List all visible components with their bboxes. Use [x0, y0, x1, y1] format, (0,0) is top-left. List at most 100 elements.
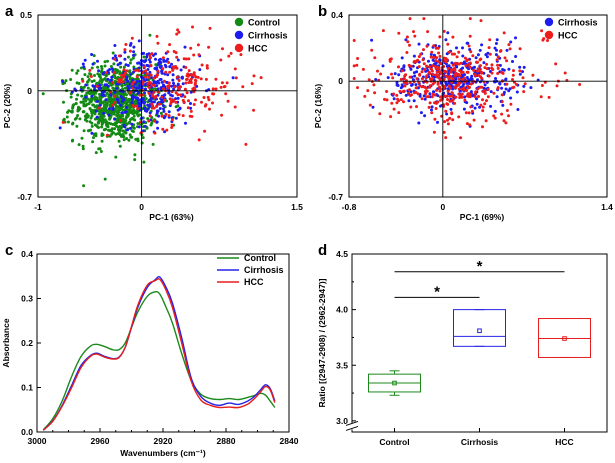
legend-label: Control: [244, 253, 276, 263]
data-point: [492, 91, 496, 95]
data-point: [124, 131, 128, 135]
data-point: [126, 64, 130, 67]
data-point: [112, 71, 116, 75]
data-point: [521, 76, 525, 80]
data-point: [203, 129, 207, 133]
data-point: [420, 70, 424, 74]
data-point: [487, 74, 491, 78]
data-point: [123, 50, 127, 54]
data-point: [177, 79, 181, 82]
data-point: [82, 85, 86, 89]
plot-frame: [351, 253, 608, 433]
data-point: [123, 48, 127, 52]
data-point: [446, 31, 450, 35]
data-point: [84, 83, 88, 87]
data-point: [539, 95, 543, 99]
data-point: [130, 82, 134, 86]
data-point: [367, 78, 371, 82]
data-point: [433, 117, 437, 121]
data-point: [125, 75, 129, 79]
data-point: [435, 88, 438, 92]
data-point: [474, 56, 478, 60]
data-point: [467, 111, 471, 115]
data-point: [489, 104, 493, 108]
data-point: [352, 77, 356, 80]
data-point: [423, 67, 427, 71]
data-point: [208, 107, 211, 111]
legend-label: HCC: [248, 44, 268, 54]
data-point: [402, 64, 406, 68]
data-point: [450, 81, 454, 84]
data-point: [123, 125, 127, 129]
data-point: [141, 136, 145, 140]
data-point: [128, 69, 132, 73]
data-point: [407, 63, 411, 67]
data-point: [167, 81, 171, 85]
data-point: [136, 114, 140, 118]
box-iqr: [538, 318, 591, 358]
data-point: [451, 118, 455, 122]
data-point: [100, 65, 103, 68]
data-point: [219, 85, 223, 89]
y-tick-label: 0: [338, 76, 343, 86]
data-point: [145, 53, 149, 56]
data-point: [469, 50, 473, 54]
data-point: [95, 81, 99, 85]
data-point: [87, 129, 91, 133]
data-point: [73, 117, 77, 121]
data-point: [162, 59, 166, 63]
data-point: [172, 66, 176, 70]
data-point: [563, 71, 567, 75]
data-point: [430, 95, 434, 99]
data-point: [95, 115, 99, 119]
data-point: [376, 69, 379, 73]
x-tick-label: -1: [34, 202, 42, 212]
data-point: [207, 98, 211, 102]
data-point: [471, 54, 475, 58]
data-point: [379, 72, 383, 76]
data-point: [509, 102, 513, 106]
data-point: [448, 86, 452, 90]
data-point: [529, 86, 533, 90]
data-point: [413, 74, 417, 78]
data-point: [509, 96, 513, 100]
series-cirrhosis-points: [370, 31, 540, 128]
data-point: [417, 42, 421, 46]
data-point: [127, 97, 131, 101]
data-point: [205, 66, 209, 70]
data-point: [58, 126, 62, 130]
data-point: [430, 111, 434, 115]
data-point: [149, 64, 153, 67]
data-point: [142, 101, 146, 105]
data-point: [187, 57, 191, 61]
data-point: [175, 66, 179, 70]
data-point: [123, 110, 127, 114]
data-point: [113, 44, 117, 47]
data-point: [458, 69, 462, 73]
data-point: [211, 87, 215, 91]
data-point: [495, 48, 498, 52]
data-point: [465, 122, 469, 126]
data-point: [125, 93, 128, 97]
data-point: [219, 58, 223, 62]
data-point: [467, 44, 471, 48]
data-point: [115, 104, 118, 108]
data-point: [431, 64, 435, 68]
data-point: [498, 81, 502, 85]
data-point: [97, 126, 100, 129]
data-point: [473, 106, 477, 110]
y-tick-label: 0: [27, 86, 32, 96]
data-point: [197, 138, 201, 142]
data-point: [124, 119, 128, 122]
data-point: [505, 82, 509, 86]
data-point: [514, 36, 517, 40]
data-point: [160, 71, 164, 75]
data-point: [408, 94, 412, 97]
data-point: [445, 70, 449, 74]
data-point: [194, 79, 198, 83]
data-point: [428, 65, 432, 69]
data-point: [518, 47, 522, 51]
plot-frame: [37, 14, 298, 198]
data-point: [119, 77, 123, 81]
